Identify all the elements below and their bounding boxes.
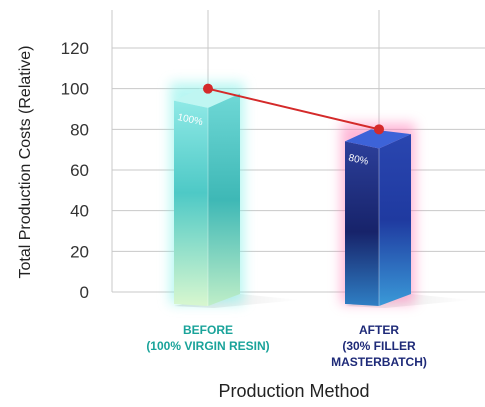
bar-data-label: 100% (176, 112, 203, 128)
y-tick-label: 60 (70, 161, 89, 180)
bar-after-top (345, 129, 411, 149)
y-tick-label: 120 (61, 39, 89, 58)
y-tick-label: 100 (61, 80, 89, 99)
bar-data-label: 80% (347, 153, 369, 168)
y-tick-label: 0 (80, 283, 89, 302)
trend-layer (203, 83, 384, 135)
y-axis-title: Total Production Costs (Relative) (17, 46, 34, 279)
bar-layer (170, 82, 415, 307)
text-layer: 0 20 40 60 80 100 120 100% 80% BEFORE (100% VIRGIN… (17, 39, 427, 401)
y-tick-label: 20 (70, 242, 89, 261)
bar-after (345, 141, 379, 306)
bar-after-side (379, 134, 411, 306)
y-tick-label: 80 (70, 120, 89, 139)
x-category-label: BEFORE (100% VIRGIN RESIN) (146, 323, 269, 353)
bar-before-top (174, 88, 240, 108)
bar-before (174, 100, 208, 307)
trend-point (203, 83, 213, 94)
y-tick-label: 40 (70, 202, 89, 221)
trend-point (374, 124, 384, 135)
trend-line (207, 87, 380, 131)
x-category-label: AFTER (30% FILLER MASTERBATCH) (331, 323, 427, 369)
bar-before-side (208, 93, 240, 306)
grid-layer (111, 10, 485, 293)
x-axis-title: Production Method (218, 381, 369, 401)
